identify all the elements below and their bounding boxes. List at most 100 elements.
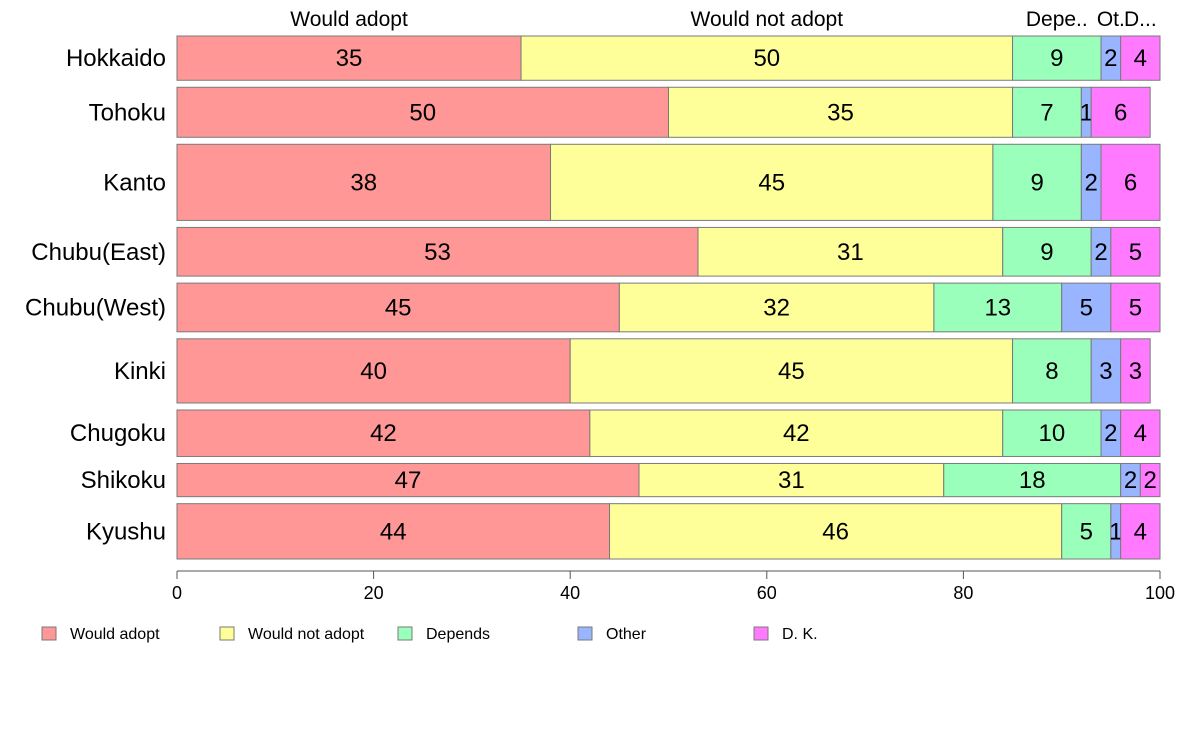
data-label: 46 (822, 518, 849, 545)
bar-segment (697, 226, 1004, 277)
bar-segment (176, 86, 669, 138)
data-label: 4 (1134, 420, 1147, 447)
x-tick-label: 60 (757, 583, 777, 603)
row-label: Kyushu (86, 518, 166, 545)
data-label: 45 (385, 294, 412, 321)
bar-segment (638, 462, 945, 498)
data-label: 4 (1134, 518, 1147, 545)
data-label: 44 (380, 518, 407, 545)
data-label: 9 (1030, 169, 1043, 196)
bar-row: Kyushu 44 46 5 1 4 (86, 503, 1161, 560)
legend-item: Other (577, 626, 647, 643)
bar-row: Tohoku 50 35 7 1 6 (89, 86, 1151, 138)
legend-label: Other (606, 626, 647, 643)
data-label: 42 (783, 420, 810, 447)
bar-segment (1002, 226, 1092, 277)
data-label: 47 (395, 467, 422, 494)
data-label: 3 (1129, 358, 1142, 385)
bar-segment (569, 338, 1014, 404)
bar-segment (1120, 338, 1151, 404)
data-label: 38 (350, 169, 377, 196)
bar-row: Chubu(East) 53 31 9 2 5 (31, 226, 1161, 277)
bar-segment (520, 35, 1014, 81)
data-label: 3 (1099, 358, 1112, 385)
bar-segment (992, 143, 1082, 221)
data-label: 45 (758, 169, 785, 196)
data-label: 32 (763, 294, 790, 321)
row-label: Chubu(East) (31, 239, 166, 266)
bar-segment (1139, 462, 1161, 498)
bar-segment (1100, 143, 1161, 221)
bar-row: Chugoku 42 42 10 2 4 (70, 409, 1161, 457)
data-label: 4 (1134, 45, 1147, 72)
data-label: 35 (827, 99, 854, 126)
column-header: D... (1124, 8, 1157, 31)
bar-segment (1110, 226, 1161, 277)
row-label: Chugoku (70, 420, 166, 447)
data-label: 18 (1019, 467, 1046, 494)
data-label: 35 (336, 45, 363, 72)
data-label: 7 (1040, 99, 1053, 126)
row-label: Chubu(West) (25, 294, 166, 321)
bar-segment (1012, 35, 1102, 81)
data-label: 5 (1129, 239, 1142, 266)
x-tick-label: 40 (560, 583, 580, 603)
data-label: 9 (1050, 45, 1063, 72)
row-label: Kanto (103, 169, 166, 196)
bar-segment (176, 282, 620, 333)
data-label: 42 (370, 420, 397, 447)
bar-segment (1110, 282, 1161, 333)
row-label: Kinki (114, 358, 166, 385)
bar-segment (1120, 409, 1161, 457)
row-label: Shikoku (81, 467, 166, 494)
data-label: 2 (1094, 239, 1107, 266)
legend-swatch (219, 626, 235, 641)
bar-segment (176, 503, 611, 560)
data-label: 6 (1114, 99, 1127, 126)
legend-label: Depends (426, 626, 490, 643)
bar-segment (176, 338, 571, 404)
data-label: 50 (753, 45, 780, 72)
row-label: Tohoku (89, 99, 166, 126)
bar-row: Hokkaido 35 50 9 2 4 (66, 35, 1161, 81)
legend-swatch (41, 626, 57, 641)
legend-label: Would adopt (70, 626, 160, 643)
column-header: Would adopt (290, 8, 408, 31)
data-label: 53 (424, 239, 451, 266)
x-tick-label: 100 (1145, 583, 1175, 603)
data-label: 2 (1124, 467, 1137, 494)
legend-item: Would adopt (41, 626, 160, 643)
bar-segment (1002, 409, 1102, 457)
bar-segment (589, 409, 1004, 457)
data-label: 13 (984, 294, 1011, 321)
data-label: 2 (1104, 420, 1117, 447)
bar-segment (176, 462, 640, 498)
data-label: 5 (1080, 294, 1093, 321)
column-header: Ot. (1097, 8, 1125, 31)
bar-segment (1090, 338, 1122, 404)
data-label: 1 (1080, 99, 1093, 126)
bar-segment (176, 409, 591, 457)
bar-segment (943, 462, 1122, 498)
column-headers: Would adopt Would not adopt Depe.. Ot. D... (290, 8, 1156, 31)
bar-segment (176, 226, 699, 277)
bar-row: Kinki 40 45 8 3 3 (114, 338, 1151, 404)
data-label: 45 (778, 358, 805, 385)
bar-segment (176, 35, 522, 81)
legend-item: D. K. (753, 626, 818, 643)
x-axis: 0 20 40 60 80 100 (172, 570, 1175, 603)
data-label: 2 (1104, 45, 1117, 72)
column-header: Depe.. (1026, 8, 1088, 31)
bar-segment (618, 282, 935, 333)
bar-segment (1012, 338, 1092, 404)
bar-row: Chubu(West) 45 32 13 5 5 (25, 282, 1161, 333)
data-label: 6 (1124, 169, 1137, 196)
bar-segment (1120, 503, 1161, 560)
data-label: 2 (1085, 169, 1098, 196)
data-label: 50 (409, 99, 436, 126)
data-label: 2 (1143, 467, 1156, 494)
bar-row: Shikoku 47 31 18 2 2 (81, 462, 1161, 498)
legend-swatch (577, 626, 593, 641)
